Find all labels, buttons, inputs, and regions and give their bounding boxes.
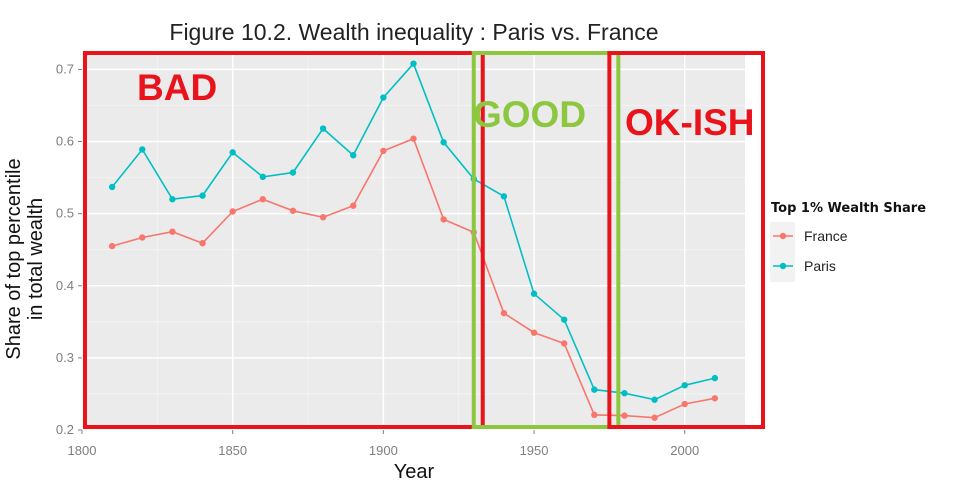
legend-key-background [770,222,795,282]
data-point-france [350,202,357,209]
data-point-france [440,216,447,223]
data-point-france [259,196,267,203]
data-point-france [591,411,598,419]
data-point-france [139,234,146,241]
data-point-paris [560,316,568,323]
data-point-paris [651,396,658,403]
data-point-paris [410,60,417,67]
data-point-paris [350,152,357,159]
y-tick-label: 0.5 [56,206,74,221]
data-point-france [108,242,116,250]
data-point-paris [259,173,267,181]
data-point-france [199,240,206,247]
chart-title: Figure 10.2. Wealth inequality : Paris v… [169,19,658,45]
y-tick-label: 0.2 [56,422,74,437]
legend-label-france: France [804,228,848,244]
grid [81,55,745,431]
legend: Top 1% Wealth Share France Paris [770,201,926,282]
y-axis-title: Share of top percentile in total wealth [3,158,47,359]
data-point-france [289,207,297,214]
y-tick-label: 0.3 [56,350,74,365]
data-point-france [651,414,658,421]
y-tick-label: 0.4 [56,278,74,293]
data-point-france [319,214,327,221]
annotation-box-ok-ish [607,51,766,429]
x-axis-title: Year [394,461,435,483]
axis-ticks: 1800 1850 1900 1950 2000 0.2 0.3 0.4 0.5 0.6 0.7 [56,61,699,458]
data-point-paris [591,386,598,393]
data-point-france [681,400,688,408]
data-point-paris [500,193,508,200]
data-point-france [229,208,236,215]
annotation-label-bad: BAD [137,67,217,108]
y-tick-label: 0.6 [56,134,74,149]
x-tick-label: 1850 [218,443,247,458]
legend-title: Top 1% Wealth Share [771,201,926,216]
data-point-paris [229,149,236,156]
y-tick-label: 0.7 [56,61,74,76]
data-point-paris [711,374,719,382]
legend-key-point-france [779,232,787,240]
y-axis-title-line-1: Share of top percentile [3,158,25,359]
data-point-france [410,135,417,142]
annotation-label-good: GOOD [473,94,586,135]
legend-key-point-paris [779,262,787,270]
x-tick-label: 1950 [520,443,549,458]
data-point-france [530,329,538,336]
x-tick-label: 2000 [670,443,699,458]
data-point-paris [530,290,538,297]
data-point-paris [319,125,327,132]
data-point-france [169,228,176,235]
annotation-box-bad [83,51,485,429]
x-tick-label: 1900 [369,443,398,458]
data-point-paris [169,196,176,203]
plot-panel [82,55,745,430]
data-point-france [711,395,719,402]
data-point-paris [139,146,146,153]
legend-label-paris: Paris [804,258,836,274]
annotation-box-good [471,51,621,429]
data-point-france [500,309,508,317]
y-axis-title-line-2: in total wealth [25,198,47,320]
data-point-france [380,147,387,155]
data-point-france [560,340,568,347]
data-point-paris [289,169,297,176]
data-point-paris [108,183,116,191]
data-point-paris [199,192,206,199]
data-point-paris [681,382,688,389]
annotation-label-ok-ish: OK-ISH [625,102,755,143]
data-point-paris [440,139,447,146]
data-point-paris [380,94,387,101]
annotation-layer: BAD GOOD OK-ISH [83,51,766,429]
data-point-paris [621,390,628,397]
x-tick-label: 1800 [68,443,97,458]
data-point-france [621,412,628,419]
